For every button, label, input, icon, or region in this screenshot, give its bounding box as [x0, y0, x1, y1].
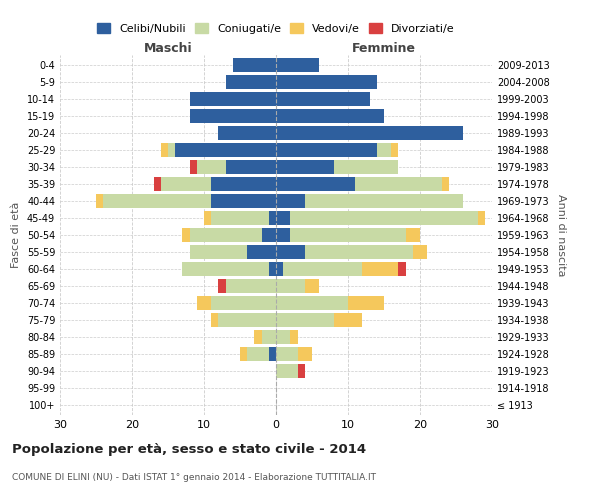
- Bar: [204, 211, 211, 225]
- Bar: [218, 126, 276, 140]
- Bar: [161, 177, 211, 191]
- Bar: [398, 262, 406, 276]
- Bar: [211, 296, 276, 310]
- Bar: [298, 364, 305, 378]
- Bar: [413, 245, 427, 259]
- Bar: [154, 177, 161, 191]
- Bar: [226, 160, 276, 174]
- Bar: [269, 262, 276, 276]
- Text: COMUNE DI ELINI (NU) - Dati ISTAT 1° gennaio 2014 - Elaborazione TUTTITALIA.IT: COMUNE DI ELINI (NU) - Dati ISTAT 1° gen…: [12, 472, 376, 482]
- Bar: [190, 228, 262, 242]
- Text: Maschi: Maschi: [143, 42, 193, 55]
- Bar: [262, 228, 276, 242]
- Bar: [290, 228, 406, 242]
- Bar: [391, 143, 398, 157]
- Bar: [161, 143, 168, 157]
- Bar: [240, 347, 247, 361]
- Bar: [254, 330, 262, 344]
- Bar: [276, 296, 348, 310]
- Bar: [276, 75, 377, 89]
- Bar: [182, 262, 269, 276]
- Bar: [298, 347, 312, 361]
- Bar: [283, 262, 362, 276]
- Bar: [226, 75, 276, 89]
- Y-axis label: Fasce di età: Fasce di età: [11, 202, 21, 268]
- Legend: Celibi/Nubili, Coniugati/e, Vedovi/e, Divorziati/e: Celibi/Nubili, Coniugati/e, Vedovi/e, Di…: [95, 20, 457, 36]
- Bar: [276, 347, 298, 361]
- Bar: [182, 228, 190, 242]
- Bar: [168, 143, 175, 157]
- Bar: [175, 143, 276, 157]
- Bar: [233, 58, 276, 72]
- Bar: [276, 313, 334, 327]
- Bar: [211, 194, 276, 208]
- Bar: [247, 245, 276, 259]
- Bar: [276, 177, 355, 191]
- Bar: [103, 194, 211, 208]
- Bar: [276, 245, 305, 259]
- Bar: [190, 92, 276, 106]
- Bar: [190, 245, 247, 259]
- Bar: [247, 347, 269, 361]
- Bar: [226, 279, 276, 293]
- Bar: [276, 364, 298, 378]
- Bar: [218, 313, 276, 327]
- Bar: [334, 160, 398, 174]
- Text: Popolazione per età, sesso e stato civile - 2014: Popolazione per età, sesso e stato civil…: [12, 442, 366, 456]
- Bar: [276, 58, 319, 72]
- Text: Femmine: Femmine: [352, 42, 416, 55]
- Bar: [218, 279, 226, 293]
- Bar: [211, 177, 276, 191]
- Bar: [276, 126, 463, 140]
- Bar: [211, 211, 269, 225]
- Bar: [197, 296, 211, 310]
- Bar: [276, 160, 334, 174]
- Bar: [478, 211, 485, 225]
- Bar: [262, 330, 276, 344]
- Bar: [197, 160, 226, 174]
- Bar: [276, 330, 290, 344]
- Bar: [211, 313, 218, 327]
- Bar: [269, 347, 276, 361]
- Bar: [377, 143, 391, 157]
- Bar: [355, 177, 442, 191]
- Bar: [269, 211, 276, 225]
- Bar: [276, 228, 290, 242]
- Bar: [406, 228, 420, 242]
- Bar: [276, 109, 384, 123]
- Bar: [276, 279, 305, 293]
- Bar: [276, 194, 305, 208]
- Bar: [190, 160, 197, 174]
- Bar: [276, 143, 377, 157]
- Bar: [305, 194, 463, 208]
- Bar: [276, 211, 290, 225]
- Bar: [442, 177, 449, 191]
- Bar: [334, 313, 362, 327]
- Bar: [305, 279, 319, 293]
- Bar: [96, 194, 103, 208]
- Bar: [362, 262, 398, 276]
- Bar: [305, 245, 413, 259]
- Bar: [290, 330, 298, 344]
- Bar: [276, 92, 370, 106]
- Bar: [276, 262, 283, 276]
- Bar: [348, 296, 384, 310]
- Bar: [190, 109, 276, 123]
- Y-axis label: Anni di nascita: Anni di nascita: [556, 194, 566, 276]
- Bar: [290, 211, 478, 225]
